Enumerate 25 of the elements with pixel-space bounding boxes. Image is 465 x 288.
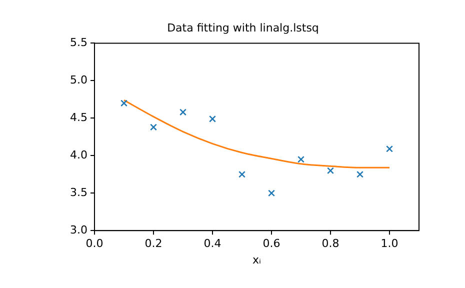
point <box>120 100 128 107</box>
x-tick-label: 0.8 <box>322 237 340 250</box>
y-tick-label: 4.0 <box>70 148 88 162</box>
point <box>180 108 186 116</box>
y-tick-label: 3.0 <box>70 223 88 236</box>
point <box>356 170 364 178</box>
x-axis-title: xᵢ <box>252 253 262 266</box>
point <box>298 156 304 163</box>
point <box>209 115 216 122</box>
x-tick-label: 0.0 <box>86 237 104 250</box>
line-series <box>123 99 390 168</box>
point <box>238 170 246 178</box>
y-tick-label: 3.5 <box>70 186 88 199</box>
x-tick-label: 0.2 <box>144 237 162 250</box>
chart-title: Data fitting with linalg.lstsq <box>167 21 319 34</box>
point <box>150 124 157 131</box>
x-tick-label: 0.4 <box>204 237 222 250</box>
point <box>268 190 275 197</box>
point <box>327 167 334 174</box>
x-tick-label: 1.0 <box>380 237 398 250</box>
point <box>386 145 393 152</box>
x-tick-label: 0.6 <box>262 237 280 250</box>
y-tick-label: 5.0 <box>70 74 88 87</box>
y-tick-label: 5.5 <box>70 36 88 50</box>
y-tick-label: 4.5 <box>70 111 88 124</box>
